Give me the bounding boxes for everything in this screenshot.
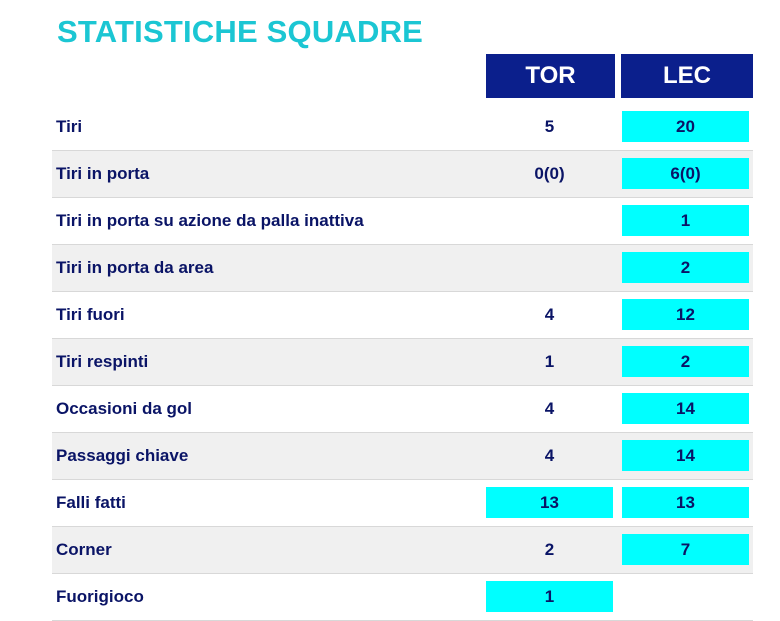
stat-value-home: 13 [486,487,613,518]
stat-value-away: 6(0) [622,158,749,189]
team-header-home: TOR [486,54,615,98]
stat-label: Tiri [56,117,83,136]
stat-value-away: 14 [622,440,749,471]
table-row: Corner 2 7 [52,527,753,574]
stat-label: Fuorigioco [56,587,144,606]
table-row: Tiri respinti 1 2 [52,339,753,386]
table-row: Passaggi chiave 4 14 [52,433,753,480]
table-row: Tiri in porta 0(0) 6(0) [52,151,753,198]
stat-value-home [486,205,613,236]
stat-label: Tiri fuori [56,305,125,324]
stat-label: Passaggi chiave [56,446,189,465]
stat-label: Tiri in porta [56,164,150,183]
stat-label: Tiri in porta da area [56,258,214,277]
stat-value-home: 4 [544,305,555,324]
stat-label: Tiri in porta su azione da palla inattiv… [56,211,364,230]
stats-table: Tiri 5 20 Tiri in porta 0(0) 6(0) Tiri in port… [52,104,753,621]
stat-value-home: 0(0) [534,164,565,183]
table-row: Tiri in porta su azione da palla inattiv… [52,198,753,245]
stat-value-away: 7 [622,534,749,565]
table-row: Occasioni da gol 4 14 [52,386,753,433]
stat-value-home: 4 [544,399,555,418]
team-header-away: LEC [621,54,753,98]
stat-value-away: 20 [622,111,749,142]
stat-value-away: 12 [622,299,749,330]
stat-value-away: 14 [622,393,749,424]
stat-label: Corner [56,540,112,559]
table-row: Tiri fuori 4 12 [52,292,753,339]
table-row: Tiri 5 20 [52,104,753,151]
stat-value-away: 1 [622,205,749,236]
stat-label: Falli fatti [56,493,126,512]
stat-value-home [486,252,613,283]
stat-value-away [622,581,749,612]
stat-value-home: 2 [544,540,555,559]
stat-value-home: 5 [544,117,555,136]
stat-value-away: 13 [622,487,749,518]
stat-value-away: 2 [622,346,749,377]
stat-value-away: 2 [622,252,749,283]
stat-label: Tiri respinti [56,352,149,371]
table-row: Tiri in porta da area 2 [52,245,753,292]
stat-value-home: 4 [544,446,555,465]
table-row: Falli fatti 13 13 [52,480,753,527]
stat-value-home: 1 [486,581,613,612]
table-row: Fuorigioco 1 [52,574,753,621]
stat-value-home: 1 [544,352,555,371]
stat-label: Occasioni da gol [56,399,193,418]
page-title: STATISTICHE SQUADRE [57,14,424,49]
